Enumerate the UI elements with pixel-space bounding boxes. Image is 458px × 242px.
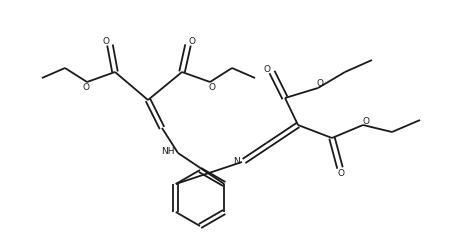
- Text: O: O: [82, 83, 89, 91]
- Text: O: O: [208, 83, 216, 91]
- Text: O: O: [316, 80, 323, 89]
- Text: O: O: [263, 65, 271, 74]
- Text: O: O: [362, 116, 370, 126]
- Text: O: O: [189, 38, 196, 46]
- Text: O: O: [103, 38, 109, 46]
- Text: O: O: [338, 168, 344, 177]
- Text: NH: NH: [162, 148, 175, 157]
- Text: N: N: [233, 157, 240, 166]
